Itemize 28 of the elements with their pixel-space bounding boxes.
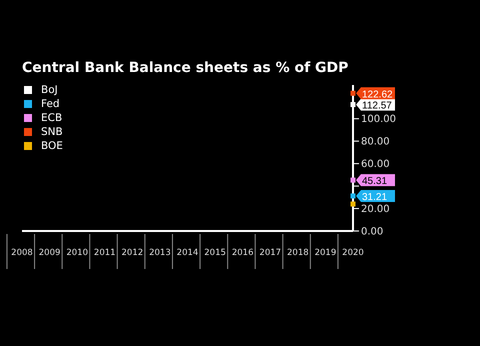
x-tick-label: 2009: [38, 248, 60, 258]
x-tick-label: 2011: [94, 248, 116, 258]
x-tick-label: 2012: [122, 248, 144, 258]
x-tick-label: 2020: [342, 248, 364, 258]
legend-label: ECB: [41, 112, 62, 124]
x-tick-label: 2014: [176, 248, 198, 258]
legend-label: BOE: [41, 140, 63, 152]
x-tick-label: 2010: [66, 248, 88, 258]
y-tick-label: 100.00: [361, 114, 396, 126]
chart-title: Central Bank Balance sheets as % of GDP: [22, 60, 348, 76]
legend-label: Fed: [41, 98, 60, 110]
data-label: 45.31: [362, 176, 388, 188]
data-label: 122.62: [362, 89, 394, 100]
x-tick-label: 2015: [204, 248, 226, 258]
x-tick-label: 2018: [287, 248, 309, 258]
y-tick-label: 80.00: [361, 136, 390, 148]
data-label: 31.21: [362, 192, 388, 203]
x-tick-label: 2013: [149, 248, 171, 258]
y-tick-label: 60.00: [361, 159, 390, 170]
legend-label: BoJ: [41, 84, 58, 96]
y-tick-label: 20.00: [361, 204, 390, 216]
data-label: 112.57: [362, 100, 392, 112]
x-tick-label: 2017: [259, 248, 282, 258]
legend-label: SNB: [41, 126, 63, 138]
y-tick-label: 0.00: [361, 226, 384, 238]
x-tick-label: 2008: [11, 248, 33, 258]
x-tick-label: 2016: [232, 248, 254, 258]
x-tick-label: 2019: [314, 248, 336, 258]
